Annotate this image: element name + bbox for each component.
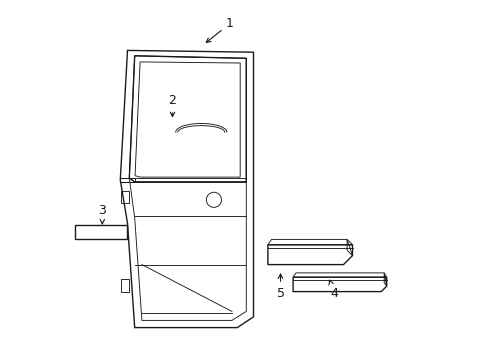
Text: 2: 2 <box>168 94 176 117</box>
Text: 3: 3 <box>98 204 106 224</box>
Text: 1: 1 <box>206 17 234 42</box>
Text: 4: 4 <box>328 280 338 300</box>
Text: 5: 5 <box>276 274 284 300</box>
